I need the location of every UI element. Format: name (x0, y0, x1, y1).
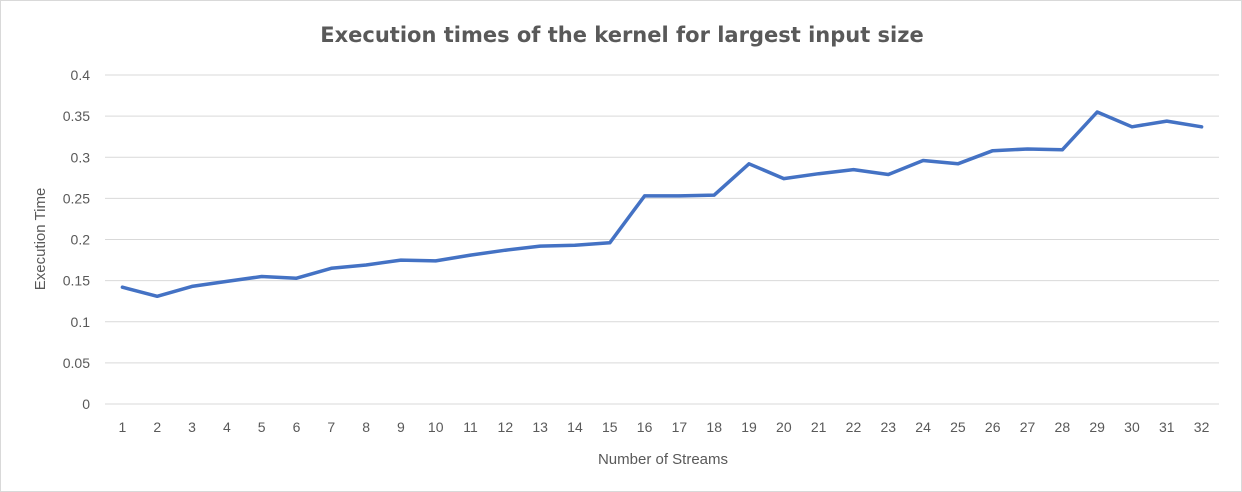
data-point (782, 177, 786, 181)
x-tick-label: 18 (706, 419, 722, 435)
x-tick-label: 9 (397, 419, 405, 435)
x-tick-label: 7 (327, 419, 335, 435)
x-tick-label: 12 (498, 419, 514, 435)
data-point (155, 294, 159, 298)
data-point (677, 194, 681, 198)
x-tick-label: 24 (915, 419, 931, 435)
y-tick-label: 0.05 (63, 355, 90, 371)
x-axis-title: Number of Streams (598, 451, 728, 468)
data-point (573, 243, 577, 247)
x-tick-label: 31 (1159, 419, 1175, 435)
x-axis-ticks: 1 2 3 4 5 6 7 8 9 10 11 12 13 14 15 16 17 18 19 20 21 22 23 24 2… (119, 419, 1210, 435)
x-tick-label: 13 (532, 419, 548, 435)
series-layer (120, 110, 1204, 299)
data-point (1165, 119, 1169, 123)
x-tick-label: 32 (1194, 419, 1210, 435)
x-tick-label: 14 (567, 419, 583, 435)
x-tick-label: 28 (1055, 419, 1071, 435)
x-tick-label: 10 (428, 419, 444, 435)
data-point (503, 248, 507, 252)
x-tick-label: 1 (119, 419, 127, 435)
gridlines (105, 74, 1219, 405)
data-point (538, 244, 542, 248)
data-point (329, 266, 333, 270)
data-point (956, 162, 960, 166)
x-tick-label: 17 (672, 419, 688, 435)
x-tick-label: 26 (985, 419, 1001, 435)
x-tick-label: 22 (846, 419, 862, 435)
y-tick-label: 0.25 (63, 190, 90, 206)
data-point (921, 159, 925, 163)
chart-title: Execution times of the kernel for larges… (320, 23, 923, 47)
data-point (747, 162, 751, 166)
series-line (120, 110, 1204, 299)
data-point (225, 279, 229, 283)
x-tick-label: 2 (153, 419, 161, 435)
x-tick-label: 21 (811, 419, 827, 435)
y-tick-label: 0.1 (71, 314, 91, 330)
y-axis-ticks: 0 0.05 0.1 0.15 0.2 0.25 0.3 0.35 0.4 (63, 67, 90, 412)
data-point (1060, 148, 1064, 152)
x-tick-label: 6 (293, 419, 301, 435)
data-point (1026, 147, 1030, 151)
y-tick-label: 0.4 (71, 67, 91, 83)
data-point (399, 258, 403, 262)
data-point (1200, 125, 1204, 129)
data-point (991, 149, 995, 153)
x-tick-label: 4 (223, 419, 231, 435)
data-point (643, 194, 647, 198)
y-axis-title: Execution Time (32, 188, 49, 291)
data-point (1095, 110, 1099, 114)
x-tick-label: 3 (188, 419, 196, 435)
data-point (120, 285, 124, 289)
y-tick-label: 0.3 (71, 149, 91, 165)
x-tick-label: 23 (880, 419, 896, 435)
data-point (260, 275, 264, 279)
data-point (712, 193, 716, 197)
x-tick-label: 30 (1124, 419, 1140, 435)
y-tick-label: 0.35 (63, 108, 90, 124)
data-point (190, 284, 194, 288)
data-point (886, 173, 890, 177)
x-tick-label: 20 (776, 419, 792, 435)
data-point (364, 263, 368, 267)
y-tick-label: 0.15 (63, 273, 90, 289)
x-tick-label: 25 (950, 419, 966, 435)
x-tick-label: 15 (602, 419, 618, 435)
data-point (434, 259, 438, 263)
x-tick-label: 16 (637, 419, 653, 435)
x-tick-label: 5 (258, 419, 266, 435)
x-tick-label: 11 (463, 419, 478, 435)
x-tick-label: 27 (1020, 419, 1036, 435)
y-tick-label: 0 (82, 396, 90, 412)
data-point (1130, 125, 1134, 129)
data-point (294, 276, 298, 280)
data-point (608, 241, 612, 245)
data-point (469, 253, 473, 257)
data-point (817, 172, 821, 176)
x-tick-label: 29 (1089, 419, 1105, 435)
x-tick-label: 8 (362, 419, 370, 435)
y-tick-label: 0.2 (71, 232, 91, 248)
data-point (851, 168, 855, 172)
x-tick-label: 19 (741, 419, 757, 435)
